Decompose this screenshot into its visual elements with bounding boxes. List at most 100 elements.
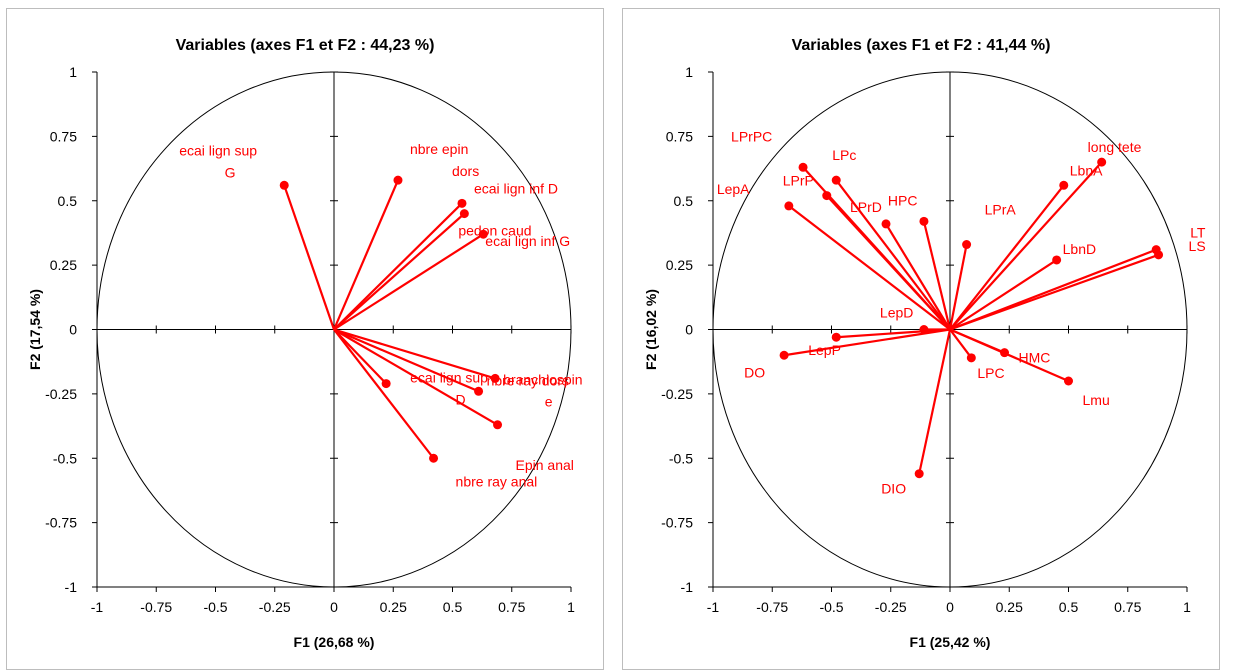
y-tick-label: 0 [685,322,693,338]
variable-label: nbre ray dors [487,372,569,388]
x-tick-label: -0.75 [756,599,788,615]
vector-line [333,328,480,393]
vector-point [381,379,391,389]
y-tick-label: 0 [69,322,77,338]
y-tick-label: 0.5 [674,193,694,209]
x-tick-label: -0.25 [259,599,291,615]
variable-label: LPrA [985,202,1017,218]
vector-line [783,328,951,357]
x-tick-label: 1 [567,599,575,615]
variable-label: branchiospin e [503,371,582,409]
variable-label: LS [1189,238,1206,254]
vector-point [1064,376,1073,386]
vector-point [962,240,972,250]
variable-label: LepP [808,342,841,358]
x-axis-label: F1 (25,42 %) [910,634,991,650]
x-tick-label: -0.5 [819,599,843,615]
vector-line [333,328,496,380]
vector-point [914,469,924,479]
variable-label: ecai lign sup G [179,142,257,180]
variable-label: LepA [717,181,750,197]
variable-label: nbre ray anal [456,473,538,489]
vector-line [333,233,484,331]
vector-point [457,198,467,208]
vector-point [1097,157,1107,167]
y-tick-label: 1 [685,64,693,80]
x-tick-label: 0 [330,599,338,615]
x-axis-label: F1 (26,68 %) [294,634,375,650]
y-axis-label: F2 (16,02 %) [643,289,659,370]
x-tick-label: 0.5 [1059,599,1079,615]
y-tick-label: -0.25 [45,386,77,402]
x-tick-label: -1 [707,599,720,615]
vector-line [333,328,435,459]
vector-line [949,184,1065,331]
x-tick-label: -1 [91,599,104,615]
vector-point [478,229,488,239]
vector-point [919,216,929,226]
vector-point [459,209,469,219]
x-tick-label: -0.5 [203,599,227,615]
vector-point [1059,180,1069,190]
vector-line [949,328,973,359]
y-tick-label: -1 [65,579,78,595]
variable-label: LT [1190,225,1206,241]
chart-canvas: Variables (axes F1 et F2 : 41,44 %) -1 -1 -… [643,37,1206,650]
vector-point [831,175,841,185]
chart-title: Variables (axes F1 et F2 : 44,23 %) [176,37,435,54]
vector-point [429,453,439,463]
variable-label: LPrPC [731,128,772,144]
pca-chart-right: Variables (axes F1 et F2 : 41,44 %) -1 -1 -… [622,8,1220,670]
vector-point [474,386,484,396]
x-tick-label: 0.75 [1114,599,1141,615]
vector-line [788,205,951,331]
vector-point [822,191,832,201]
y-tick-label: -1 [681,579,694,595]
vector-line [825,194,951,331]
x-tick-label: 0.25 [380,599,407,615]
variable-label: pedon caud [458,223,531,239]
vector-point [1052,255,1062,265]
vector-point [279,180,289,190]
variable-label: ecai lign inf G [485,233,570,249]
vector-line [949,253,1159,331]
chart-canvas: Variables (axes F1 et F2 : 44,23 %) -1 -1 -… [27,37,583,650]
vector-point [493,420,503,430]
vector-line [949,161,1103,331]
vector-point [393,175,403,185]
vector-line [333,328,387,385]
vector-point [831,332,841,342]
variable-label: nbre epin dors [410,141,479,179]
variable-label: DIO [881,481,906,497]
y-tick-label: 0.25 [666,257,693,273]
vector-line [949,328,1069,383]
y-axis-label: F2 (17,54 %) [27,289,43,370]
vector-line [333,328,499,426]
vector-line [333,202,463,331]
vector-line [332,179,400,330]
x-tick-label: 0.75 [498,599,525,615]
variable-label: LbnA [1070,162,1103,178]
y-tick-label: -0.75 [661,515,693,531]
y-tick-label: -0.5 [669,450,693,466]
vector-point [798,162,808,172]
variable-label: DO [744,364,765,380]
x-tick-label: 0.25 [996,599,1023,615]
variable-label: ecai lign inf D [474,180,558,196]
vector-line [835,179,951,331]
variable-label: long tete [1088,139,1142,155]
y-tick-label: 0.75 [666,128,693,144]
variable-label: LepD [880,305,913,321]
variable-label: LPc [832,147,856,163]
vector-line [283,184,336,330]
y-tick-label: 0.75 [50,128,77,144]
vector-point [784,201,794,211]
vector-point [966,353,976,363]
vector-point [1154,250,1164,260]
vector-point [490,373,500,383]
variable-label: Epin anal [516,457,574,473]
y-tick-label: -0.25 [661,386,693,402]
variable-label: LPC [977,365,1004,381]
vector-point [881,219,891,229]
y-tick-label: -0.75 [45,515,77,531]
